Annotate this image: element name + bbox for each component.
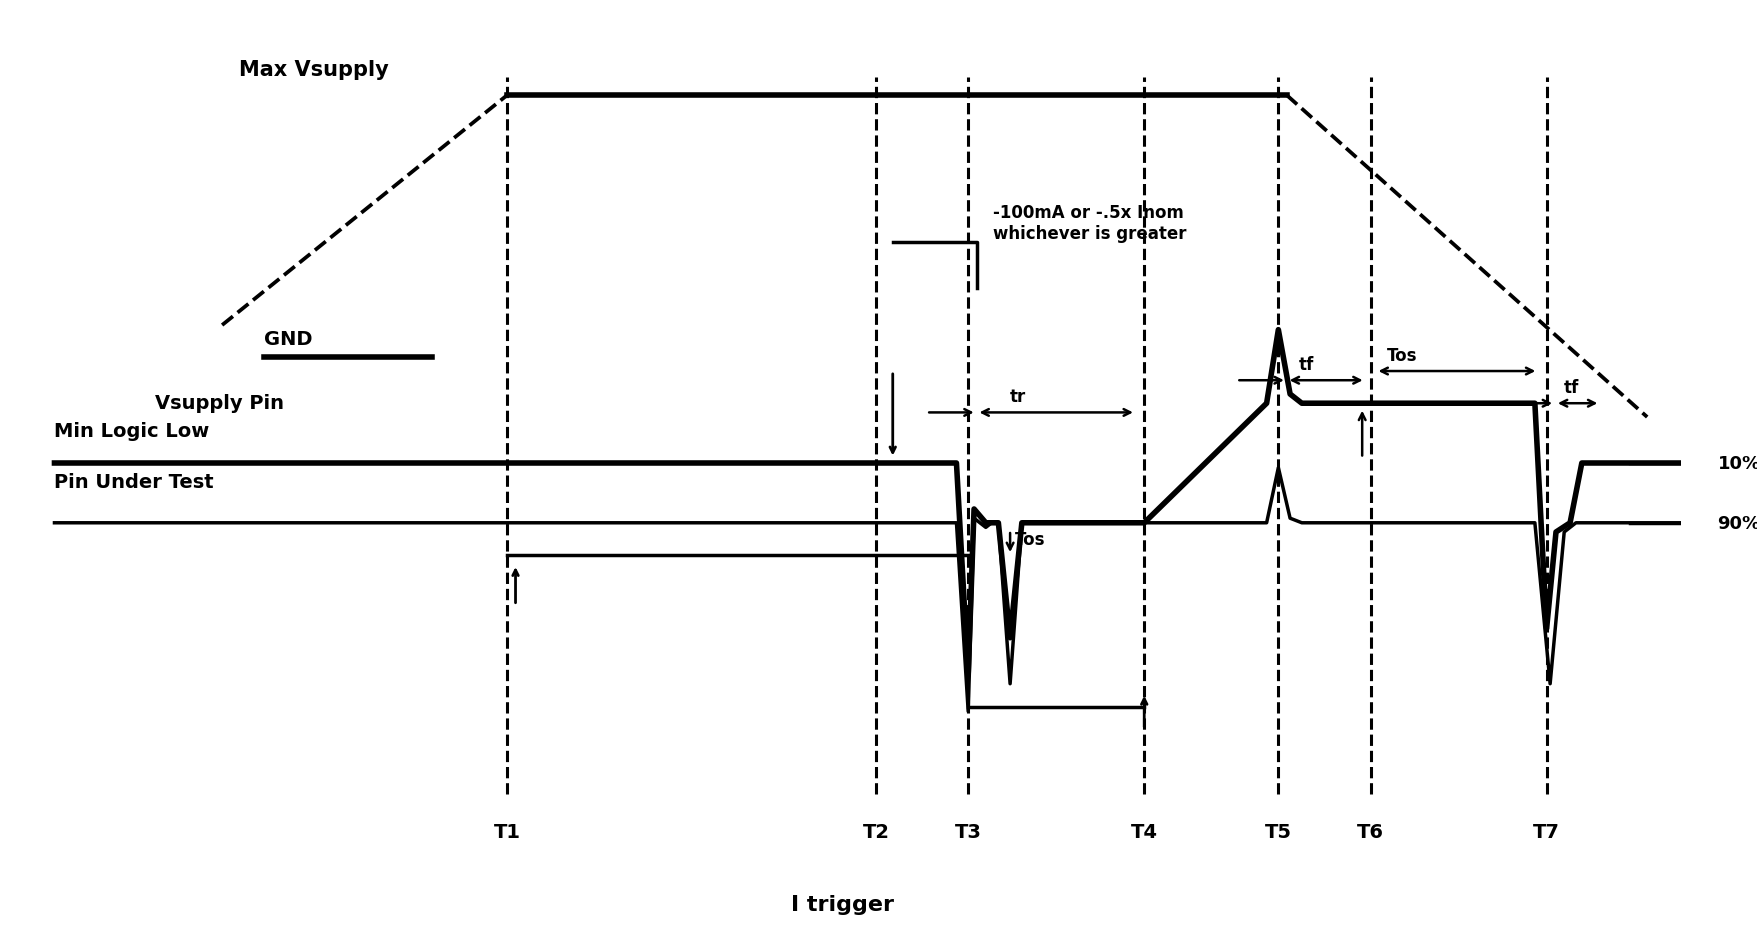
Text: 90%: 90% bbox=[1717, 514, 1757, 532]
Text: Vsupply Pin: Vsupply Pin bbox=[155, 394, 285, 413]
Text: T2: T2 bbox=[863, 821, 889, 841]
Text: Min Logic Low: Min Logic Low bbox=[54, 422, 209, 440]
Text: tr: tr bbox=[1010, 387, 1026, 406]
Text: T7: T7 bbox=[1532, 821, 1558, 841]
Text: T3: T3 bbox=[954, 821, 980, 841]
Text: I trigger: I trigger bbox=[791, 894, 894, 914]
Text: T1: T1 bbox=[494, 821, 520, 841]
Text: 10%: 10% bbox=[1717, 454, 1757, 473]
Text: GND: GND bbox=[264, 330, 313, 349]
Text: Max Vsupply: Max Vsupply bbox=[239, 59, 388, 80]
Text: Tos: Tos bbox=[1386, 347, 1418, 364]
Text: tf: tf bbox=[1298, 355, 1312, 374]
Text: -100mA or -.5x Inom
whichever is greater: -100mA or -.5x Inom whichever is greater bbox=[993, 204, 1186, 243]
Text: Pin Under Test: Pin Under Test bbox=[54, 472, 214, 491]
Text: tf: tf bbox=[1562, 378, 1578, 397]
Text: T6: T6 bbox=[1356, 821, 1383, 841]
Text: T4: T4 bbox=[1130, 821, 1158, 841]
Text: Tos: Tos bbox=[1014, 530, 1045, 549]
Text: T5: T5 bbox=[1263, 821, 1291, 841]
